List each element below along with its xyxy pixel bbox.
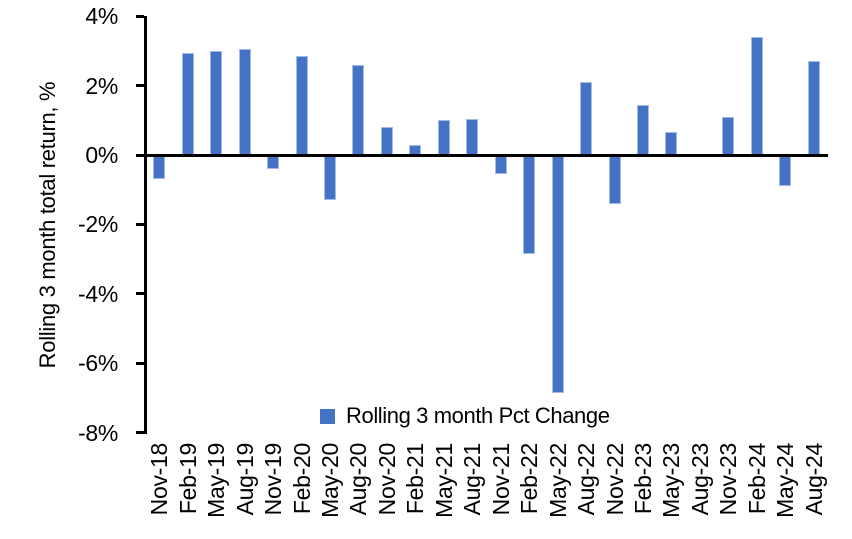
bar — [494, 155, 507, 175]
bar — [295, 56, 308, 155]
bar — [580, 82, 593, 155]
bar — [466, 118, 479, 155]
y-axis-tick-mark — [135, 431, 144, 435]
bar — [380, 127, 393, 155]
bar — [181, 52, 194, 155]
x-axis-label: Nov-18 — [146, 443, 173, 516]
y-axis-tick-label: 0% — [85, 142, 118, 168]
bar — [437, 120, 450, 155]
y-axis-tick-mark — [135, 14, 144, 18]
x-axis-label: Aug-19 — [231, 443, 258, 516]
bar — [665, 132, 678, 155]
y-axis-tick-mark — [135, 84, 144, 88]
x-axis-label: Nov-19 — [260, 443, 287, 516]
x-axis-label: May-21 — [430, 443, 457, 518]
x-axis-label: Feb-24 — [743, 443, 770, 515]
x-axis-label: Aug-23 — [686, 443, 713, 516]
y-axis-tick-mark — [135, 153, 144, 157]
y-axis-tick-mark — [135, 222, 144, 226]
x-axis-label: May-19 — [203, 443, 230, 518]
x-axis-label: Nov-23 — [715, 443, 742, 516]
zero-axis-line — [143, 153, 828, 157]
bar — [637, 104, 650, 155]
x-axis-label: Aug-20 — [345, 443, 372, 516]
x-axis-label: Nov-21 — [487, 443, 514, 516]
x-axis-label: Nov-22 — [601, 443, 628, 516]
y-axis-tick-mark — [135, 292, 144, 296]
x-axis-label: May-23 — [658, 443, 685, 518]
y-axis-tick-label: -2% — [77, 211, 118, 238]
x-axis-label: Feb-22 — [516, 443, 543, 515]
x-axis-label: Nov-20 — [373, 443, 400, 516]
x-axis-label: May-24 — [772, 443, 799, 518]
bar — [551, 155, 564, 393]
bar — [238, 49, 251, 155]
y-axis-tick-mark — [135, 361, 144, 365]
bar — [267, 155, 280, 169]
x-axis-label: Feb-20 — [288, 443, 315, 515]
x-axis-label: Feb-21 — [402, 443, 429, 515]
x-axis-label: Aug-22 — [573, 443, 600, 516]
y-axis-tick-label: -6% — [77, 350, 118, 377]
x-axis-label: May-22 — [544, 443, 571, 518]
legend: Rolling 3 month Pct Change — [320, 403, 610, 429]
y-axis-tick-label: 4% — [85, 3, 118, 30]
x-axis-label: May-20 — [316, 443, 343, 518]
bar — [722, 116, 735, 155]
y-axis-tick-label: -4% — [77, 280, 118, 307]
bar — [608, 155, 621, 204]
y-axis-tick-label: -8% — [77, 419, 118, 446]
y-axis-line — [143, 15, 147, 434]
bar — [750, 37, 763, 155]
x-axis-label: Feb-19 — [174, 443, 201, 515]
legend-color-swatch — [320, 408, 335, 424]
y-axis-tick-label: 2% — [85, 72, 118, 99]
bar — [323, 155, 336, 201]
bar — [523, 155, 536, 254]
x-axis-label: Aug-24 — [800, 443, 827, 516]
x-axis-label: Aug-21 — [459, 443, 486, 516]
bar — [153, 155, 166, 180]
legend-label: Rolling 3 month Pct Change — [346, 403, 610, 428]
bar — [352, 64, 365, 155]
x-axis-label: Feb-23 — [630, 443, 657, 515]
bar — [779, 155, 792, 187]
bar — [807, 61, 820, 155]
bar — [210, 50, 223, 155]
